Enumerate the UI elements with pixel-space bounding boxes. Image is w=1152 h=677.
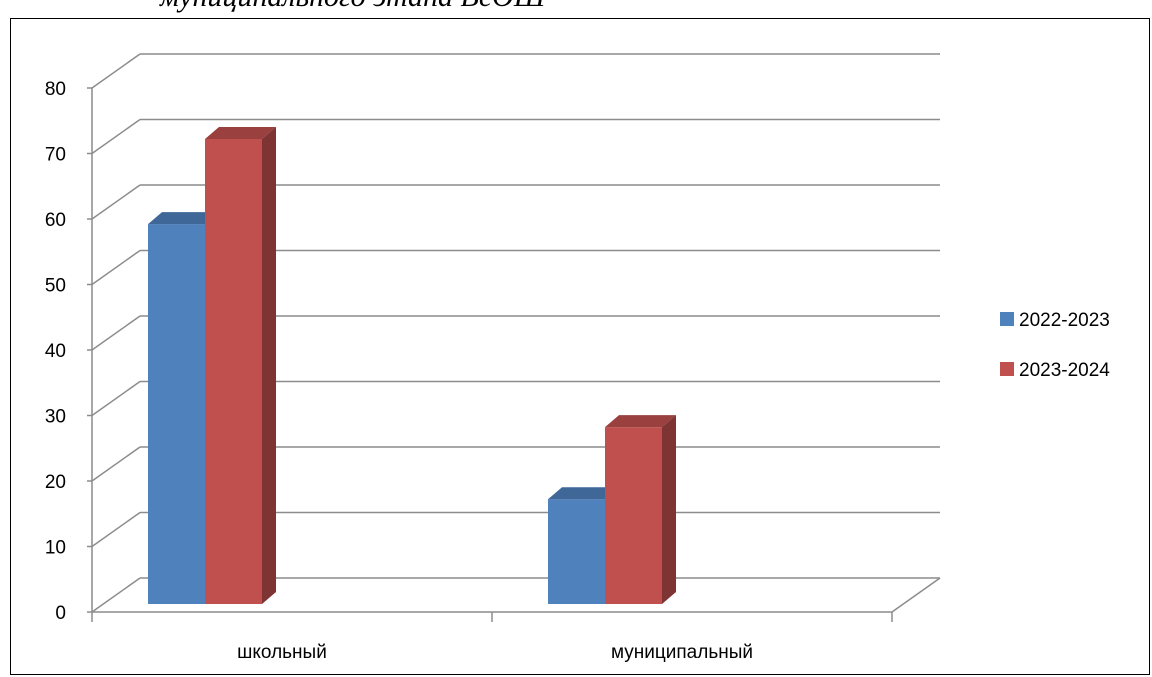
y-tick-label: 70: [45, 145, 66, 166]
bar-2022-2023-школьный: [148, 224, 205, 604]
gridline-diagonal: [91, 53, 141, 89]
legend-label: 2022-2023: [1019, 310, 1110, 331]
bar-side: [262, 126, 276, 604]
bars: [148, 126, 676, 604]
bar-top: [605, 415, 676, 428]
bar-side: [662, 415, 676, 604]
legend-swatch: [1000, 362, 1014, 376]
y-tick-label: 40: [45, 341, 66, 362]
gridline-diagonal: [91, 577, 141, 613]
bar-top: [148, 212, 219, 225]
y-tick-label: 60: [45, 210, 66, 231]
x-category-label: школьный: [237, 642, 327, 663]
x-category-label: муниципальный: [611, 642, 753, 663]
bar-2023-2024-муниципальный: [605, 427, 662, 604]
legend-swatch: [1000, 312, 1014, 326]
y-tick-label: 30: [45, 407, 66, 428]
gridline-diagonal: [91, 511, 141, 548]
legend-label: 2023-2024: [1019, 360, 1110, 381]
legend: 2022-2023 2023-2024: [1000, 310, 1110, 381]
y-tick-label: 10: [45, 538, 66, 559]
bar-top: [205, 126, 276, 139]
gridline-diagonal: [91, 249, 141, 286]
bar-2023-2024-школьный: [205, 138, 262, 604]
gridline-diagonal: [91, 380, 141, 417]
y-tick-label: 80: [45, 79, 66, 100]
gridline-diagonal: [91, 118, 141, 155]
bar-top: [548, 487, 619, 500]
page-heading: муниципального этапа ВсОШ: [160, 0, 545, 12]
floor-edge: [891, 577, 941, 613]
axes: [87, 87, 941, 622]
y-tick-label: 20: [45, 472, 66, 493]
bar-2022-2023-муниципальный: [548, 499, 605, 604]
labels: 0 10 20 30 40 50 60 70 80 школьный муниципальный: [45, 79, 753, 663]
gridline-diagonal: [91, 184, 141, 220]
y-tick-label: 50: [45, 276, 66, 297]
gridline-diagonal: [91, 315, 141, 351]
y-tick-label: 0: [55, 603, 66, 624]
gridline-diagonal: [91, 446, 141, 482]
